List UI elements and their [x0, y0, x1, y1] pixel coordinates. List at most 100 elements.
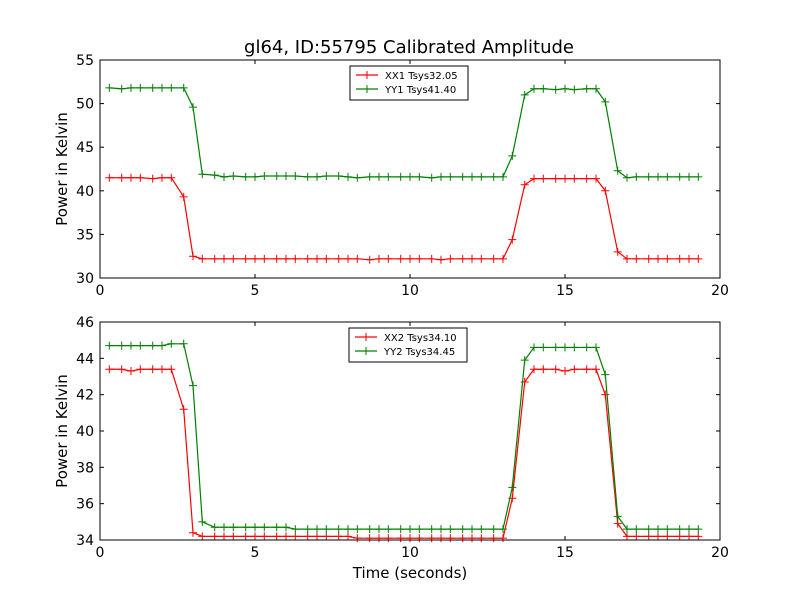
series-line-2: [109, 343, 699, 530]
data-point: [353, 525, 362, 534]
data-point: [499, 525, 507, 534]
data-point: [623, 532, 631, 541]
data-point: [489, 254, 498, 263]
data-point: [632, 525, 641, 534]
data-point: [613, 519, 622, 528]
data-point: [694, 532, 703, 541]
data-point: [291, 254, 300, 263]
data-point: [167, 173, 176, 182]
data-point: [396, 534, 405, 543]
data-point: [282, 532, 290, 541]
data-point: [458, 172, 467, 181]
data-point: [446, 254, 455, 263]
data-point: [551, 174, 560, 183]
data-point: [105, 341, 114, 350]
data-point: [477, 534, 486, 543]
data-point: [582, 84, 591, 93]
data-point: [632, 532, 641, 541]
data-point: [260, 523, 269, 532]
data-point: [241, 254, 250, 263]
data-point: [592, 365, 600, 374]
y-tick-label: 40: [76, 424, 94, 440]
legend: XX2 Tsys34.10 YY2 Tsys34.45: [348, 327, 468, 363]
data-point: [530, 174, 538, 183]
data-point: [282, 254, 290, 263]
data-point: [685, 532, 693, 541]
data-point: [313, 172, 321, 181]
data-point: [520, 90, 529, 99]
data-point: [189, 528, 197, 537]
data-point: [272, 254, 281, 263]
data-point: [117, 84, 126, 93]
x-tick-label: 15: [556, 283, 574, 299]
data-point: [272, 532, 281, 541]
data-point: [353, 254, 362, 263]
y-tick-label: 50: [76, 97, 94, 113]
data-point: [365, 172, 374, 181]
data-point: [508, 235, 517, 244]
data-point: [384, 525, 393, 534]
data-point: [477, 525, 486, 534]
data-point: [458, 254, 467, 263]
data-point: [613, 512, 622, 521]
data-point: [291, 171, 300, 180]
data-point: [685, 254, 693, 263]
data-point: [644, 172, 653, 181]
x-tick-label: 10: [401, 545, 419, 561]
data-point: [375, 525, 383, 534]
x-tick-label: 20: [711, 283, 729, 299]
data-point: [322, 254, 331, 263]
data-point: [105, 173, 114, 182]
y-tick-label: 34: [76, 533, 94, 549]
data-point: [334, 254, 343, 263]
data-point: [251, 254, 259, 263]
chart-panel-1: 0 5 10 15 20 30 35 40 45 50 55 Power in Kelvin XX1 T…: [53, 53, 729, 299]
data-point: [663, 525, 672, 534]
data-point: [654, 532, 662, 541]
data-point: [592, 84, 600, 93]
data-point: [396, 172, 405, 181]
data-point: [406, 254, 414, 263]
y-axis-label: Power in Kelvin: [53, 112, 71, 226]
chart-panel-2: 0 5 10 15 20 34 36 38 40 42 44 46 Power in Kelvin Tim…: [53, 315, 729, 582]
data-point: [158, 173, 166, 182]
data-point: [601, 186, 610, 195]
data-point: [437, 255, 445, 264]
data-point: [158, 341, 166, 350]
data-point: [179, 192, 188, 201]
data-point: [303, 532, 312, 541]
data-point: [415, 254, 424, 263]
x-axis-label: Time (seconds): [352, 564, 468, 582]
data-point: [477, 172, 486, 181]
data-point: [136, 83, 145, 92]
data-point: [384, 254, 393, 263]
data-point: [654, 525, 662, 534]
data-point: [148, 341, 157, 350]
data-point: [582, 174, 591, 183]
data-point: [167, 365, 176, 374]
data-point: [582, 343, 591, 352]
data-point: [291, 525, 300, 534]
x-tick-label: 20: [711, 545, 729, 561]
y-tick-label: 46: [76, 315, 94, 331]
legend-label-1: XX2 Tsys34.10: [384, 333, 457, 344]
y-tick-label: 44: [76, 351, 94, 367]
data-point: [127, 83, 135, 92]
x-tick-label: 5: [251, 283, 260, 299]
data-point: [632, 172, 641, 181]
data-point: [260, 532, 269, 541]
series-line-1: [109, 368, 699, 539]
data-point: [344, 532, 352, 541]
series-line-1: [109, 177, 699, 261]
series-markers-1: [105, 173, 703, 264]
data-point: [344, 525, 352, 534]
data-point: [148, 83, 157, 92]
data-point: [210, 532, 219, 541]
data-point: [198, 532, 207, 541]
data-point: [427, 525, 436, 534]
axes-frame: [99, 321, 721, 541]
data-point: [117, 341, 126, 350]
data-point: [189, 252, 197, 261]
data-point: [539, 174, 548, 183]
data-point: [375, 534, 383, 543]
